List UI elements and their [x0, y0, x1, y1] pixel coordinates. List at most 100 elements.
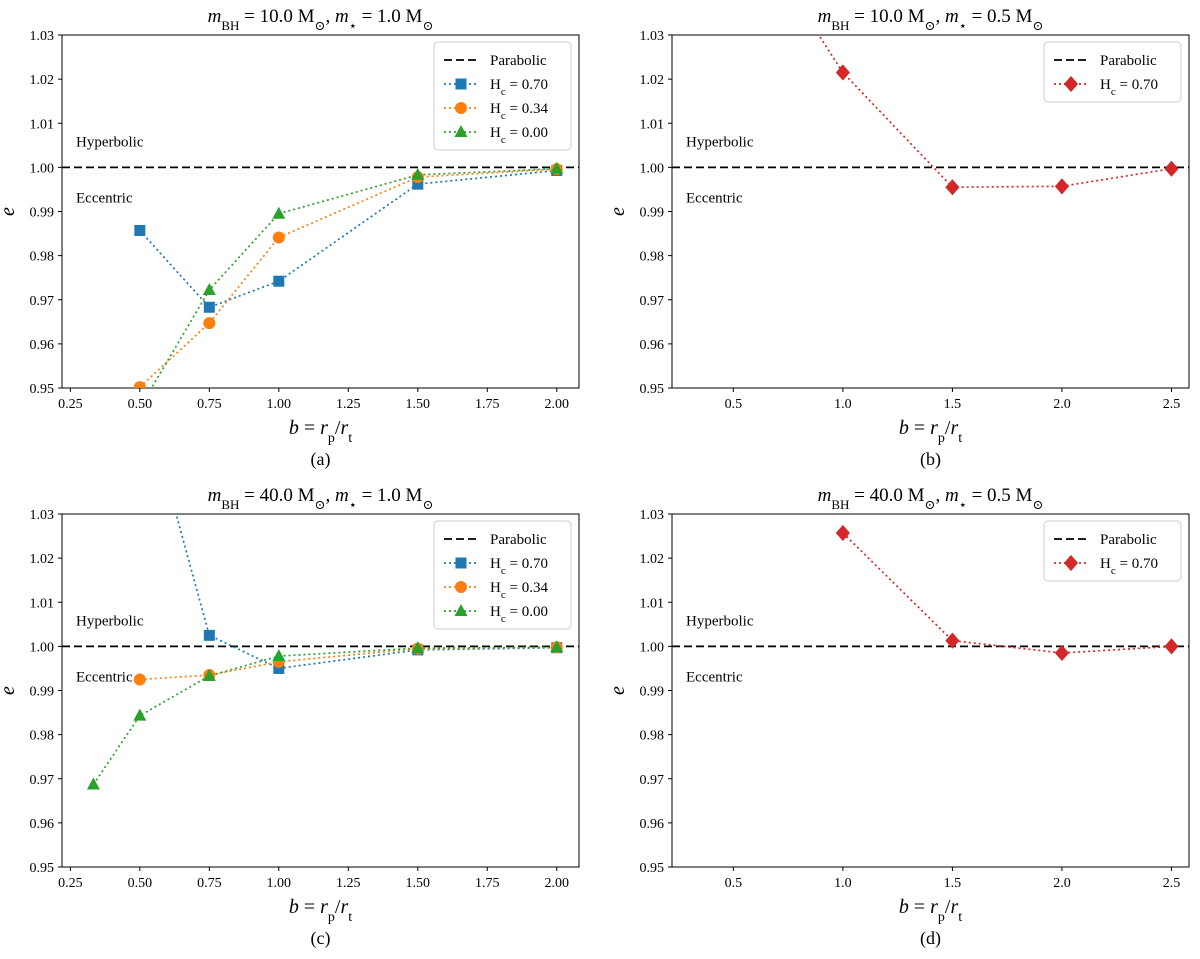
- data-point: [133, 381, 146, 388]
- y-tick-label: 0.96: [30, 338, 55, 353]
- y-tick-label: 1.01: [640, 596, 665, 611]
- panel-d-chart: mBH = 40.0 M⊙, m⋆ = 0.5 M⊙ 0.95 0.96 0.97 0.…: [607, 485, 1190, 949]
- series-line-3: [92, 646, 557, 785]
- data-point: [86, 777, 100, 790]
- data-point: [835, 64, 851, 81]
- data-area: [672, 524, 1189, 662]
- data-area: [672, 35, 1189, 196]
- y-tick-label: 0.99: [30, 685, 55, 700]
- y-axis-label: e: [0, 686, 19, 695]
- data-point: [273, 662, 285, 674]
- data-point: [411, 167, 425, 180]
- y-tick-label: 0.99: [640, 685, 665, 700]
- y-axis-label: e: [607, 686, 629, 695]
- data-point: [945, 178, 960, 196]
- x-tick-label: 1.25: [336, 876, 361, 891]
- legend-label: Hc = 0.34: [490, 101, 548, 122]
- y-tick-label: 0.98: [640, 250, 665, 265]
- x-tick-label: 1.25: [336, 397, 361, 412]
- chart-title: mBH = 10.0 M⊙, m⋆ = 1.0 M⊙: [208, 6, 434, 33]
- x-tick-label: 2.00: [545, 397, 570, 412]
- y-tick-label: 1.00: [30, 640, 55, 655]
- x-tick-label: 0.75: [197, 876, 222, 891]
- legend-label: Parabolic: [1100, 53, 1157, 69]
- y-tick-label: 0.99: [30, 206, 55, 221]
- legend-marker: [455, 581, 467, 593]
- x-tick-label: 2.0: [1053, 397, 1071, 412]
- legend: Parabolic Hc = 0.70: [1043, 41, 1182, 103]
- y-tick-label: 0.97: [640, 294, 665, 309]
- y-tick-label: 1.02: [640, 73, 665, 88]
- data-area: [62, 161, 579, 388]
- region-label-eccentric: Eccentric: [76, 190, 133, 206]
- panel-caption: (d): [920, 928, 941, 949]
- data-point: [550, 161, 564, 174]
- legend-label: Parabolic: [490, 532, 547, 548]
- data-point: [272, 206, 286, 219]
- y-tick-label: 0.97: [640, 773, 665, 788]
- region-label-eccentric: Eccentric: [686, 669, 743, 685]
- legend: Parabolic Hc = 0.70: [1043, 520, 1182, 582]
- y-tick-label: 0.95: [640, 382, 665, 397]
- y-tick-label: 1.03: [30, 29, 55, 44]
- data-point: [133, 708, 147, 721]
- legend-label: Hc = 0.70: [490, 77, 548, 98]
- data-point: [835, 524, 851, 542]
- data-point: [272, 649, 286, 662]
- legend-box: [433, 41, 572, 151]
- data-point: [945, 632, 960, 650]
- region-label-hyperbolic: Hyperbolic: [686, 613, 754, 629]
- x-tick-label: 1.50: [406, 876, 431, 891]
- panel-a-chart: mBH = 10.0 M⊙, m⋆ = 1.0 M⊙ 0.95 0.96 0.97 0.…: [0, 6, 580, 470]
- y-tick-label: 0.95: [640, 861, 665, 876]
- x-tick-label: 0.50: [128, 397, 153, 412]
- x-tick-label: 1.5: [944, 397, 962, 412]
- data-area: [62, 514, 579, 790]
- x-tick-label: 0.5: [725, 876, 743, 891]
- legend-marker: [1063, 554, 1079, 572]
- data-point: [133, 673, 146, 686]
- y-tick-label: 1.00: [30, 161, 55, 176]
- y-axis-label: e: [0, 207, 19, 216]
- x-tick-label: 1.75: [475, 397, 500, 412]
- y-tick-label: 1.03: [30, 508, 55, 523]
- y-tick-label: 0.98: [30, 729, 55, 744]
- legend-marker: [454, 125, 468, 137]
- y-tick-label: 1.01: [30, 117, 55, 132]
- x-tick-label: 1.75: [475, 876, 500, 891]
- data-point: [203, 317, 216, 330]
- series-line-2: [139, 168, 557, 388]
- x-tick-label: 2.00: [545, 876, 570, 891]
- y-tick-label: 1.00: [640, 640, 665, 655]
- y-tick-label: 0.95: [30, 861, 55, 876]
- y-tick-label: 0.97: [30, 773, 55, 788]
- legend-marker: [1063, 75, 1079, 93]
- chart-title: mBH = 10.0 M⊙, m⋆ = 0.5 M⊙: [818, 6, 1044, 33]
- data-point: [272, 231, 285, 244]
- series-line-3: [150, 167, 557, 388]
- x-axis-label: b = rp/rt: [899, 896, 962, 925]
- y-tick-label: 1.01: [640, 117, 665, 132]
- y-tick-label: 0.96: [30, 817, 55, 832]
- legend-label: Hc = 0.70: [1100, 77, 1158, 98]
- legend-box: [1043, 520, 1182, 582]
- region-label-eccentric: Eccentric: [686, 190, 743, 206]
- y-tick-label: 0.97: [30, 294, 55, 309]
- y-tick-label: 1.00: [640, 161, 665, 176]
- legend-label: Hc = 0.00: [490, 604, 548, 625]
- legend: Parabolic Hc = 0.70 Hc = 0.34 Hc = 0.00: [433, 520, 572, 630]
- x-axis-label: b = rp/rt: [289, 896, 352, 925]
- legend: Parabolic Hc = 0.70 Hc = 0.34 Hc = 0.00: [433, 41, 572, 151]
- x-axis-label: b = rp/rt: [899, 417, 962, 446]
- y-tick-label: 0.96: [640, 817, 665, 832]
- legend-marker: [455, 78, 467, 90]
- panel-caption: (a): [311, 449, 331, 470]
- legend-label: Hc = 0.00: [490, 125, 548, 146]
- y-tick-label: 1.01: [30, 596, 55, 611]
- x-tick-label: 1.00: [267, 397, 292, 412]
- region-label-eccentric: Eccentric: [76, 669, 133, 685]
- legend-label: Hc = 0.70: [490, 556, 548, 577]
- data-point: [550, 640, 564, 653]
- region-label-hyperbolic: Hyperbolic: [76, 134, 144, 150]
- panel-caption: (c): [311, 928, 331, 949]
